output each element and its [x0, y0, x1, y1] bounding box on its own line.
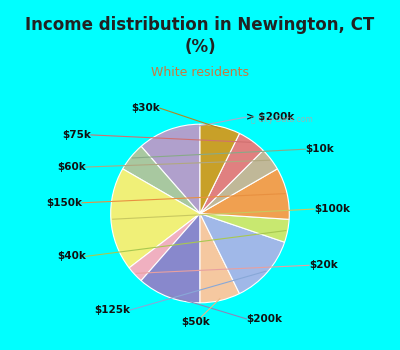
Wedge shape — [141, 124, 200, 214]
Text: $75k: $75k — [62, 130, 91, 140]
Wedge shape — [200, 169, 289, 219]
Text: $20k: $20k — [309, 260, 338, 270]
Text: $50k: $50k — [181, 317, 210, 328]
Text: $200k: $200k — [246, 314, 282, 324]
Text: White residents: White residents — [151, 66, 249, 79]
Text: $10k: $10k — [305, 144, 334, 154]
Wedge shape — [200, 214, 289, 242]
Text: $30k: $30k — [131, 103, 160, 113]
Text: $150k: $150k — [46, 198, 82, 208]
Wedge shape — [200, 124, 240, 214]
Text: ⓘ City-Data.com: ⓘ City-Data.com — [252, 115, 313, 124]
Text: $60k: $60k — [57, 162, 86, 172]
Wedge shape — [200, 133, 263, 214]
Wedge shape — [111, 169, 200, 268]
Text: Income distribution in Newington, CT
(%): Income distribution in Newington, CT (%) — [25, 16, 375, 56]
Text: $125k: $125k — [94, 305, 130, 315]
Wedge shape — [129, 214, 200, 281]
Wedge shape — [200, 150, 277, 214]
Wedge shape — [200, 214, 284, 294]
Text: $100k: $100k — [314, 204, 350, 214]
Wedge shape — [123, 146, 200, 214]
Text: $40k: $40k — [57, 251, 86, 261]
Text: > $200k: > $200k — [246, 112, 295, 122]
Wedge shape — [141, 214, 200, 303]
Wedge shape — [200, 214, 240, 303]
